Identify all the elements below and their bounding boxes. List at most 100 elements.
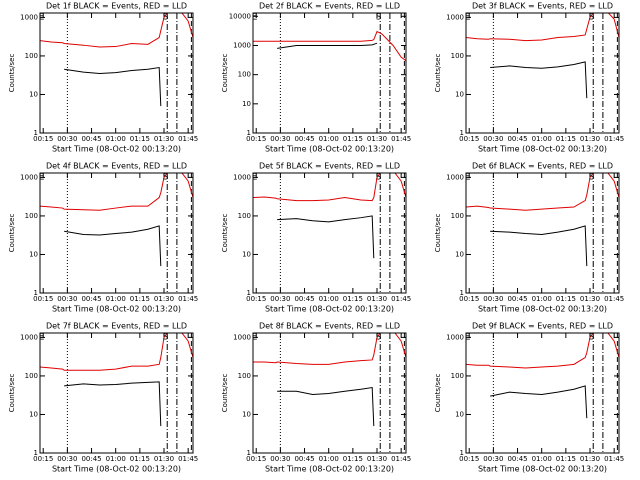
panel-title: Det 2f BLACK = Events, RED = LLD [259,2,400,11]
x-tick-label: 01:45 [178,455,198,463]
plot-frame [465,172,620,294]
data-line [466,173,619,211]
annotation: S [589,173,595,183]
annotation: E [39,333,45,343]
panel: Det 3f BLACK = Events, RED = LLD Start Ti… [434,2,624,154]
x-axis-label: Start Time (08-Oct-02 00:13:20) [52,305,181,314]
y-tick-label: 10 [242,100,251,108]
y-axis-label: Counts/sec [221,214,229,253]
y-tick-label: 10 [242,410,251,418]
y-axis-label: Counts/sec [8,214,16,253]
data-line [64,66,162,107]
y-axis-label: Counts/sec [221,54,229,93]
y-tick-label: 1000 [233,333,251,341]
data-line [277,42,378,49]
y-tick-label: 1 [247,449,251,457]
data-line [490,61,588,99]
y-tick-label: 1 [460,129,464,137]
panel-title: Det 9f BLACK = Events, RED = LLD [472,322,613,331]
annotation: S [376,333,382,343]
annotation: S [376,173,382,183]
plot-frame [465,12,620,134]
data-line [277,215,375,259]
panel: Det 5f BLACK = Events, RED = LLD Start Ti… [221,162,411,314]
annotation: E [252,173,258,183]
y-tick-label: 100 [238,71,251,79]
panel-title: Det 4f BLACK = Events, RED = LLD [46,162,187,171]
y-tick-label: 10 [455,410,464,418]
plot-frame [39,12,194,134]
plot-area [40,333,193,453]
x-tick-label: 01:15 [343,295,363,303]
x-tick-label: 00:30 [270,135,290,143]
annotation: E [465,333,471,343]
x-axis-label: Start Time (08-Oct-02 00:13:20) [265,465,394,474]
x-tick-label: 01:30 [154,295,174,303]
x-tick-label: 00:15 [33,135,53,143]
x-tick-label: 00:30 [57,135,77,143]
x-tick-label: 01:30 [154,135,174,143]
plot-area [466,333,619,453]
plot-area [466,173,619,293]
y-tick-label: 1000 [446,333,464,341]
x-tick-label: 01:30 [367,135,387,143]
x-axis-label: Start Time (08-Oct-02 00:13:20) [478,465,607,474]
annotation: E [465,173,471,183]
data-line [490,225,588,267]
plot-frame [252,332,407,454]
x-tick-label: 01:15 [130,135,150,143]
plot-frame [252,172,407,294]
x-tick-label: 00:15 [459,455,479,463]
x-tick-label: 01:30 [367,295,387,303]
x-tick-label: 00:30 [483,295,503,303]
x-tick-label: 00:45 [294,295,314,303]
x-tick-label: 01:45 [391,135,411,143]
x-tick-label: 01:00 [106,295,126,303]
panel: Det 1f BLACK = Events, RED = LLD Start Ti… [8,2,198,154]
x-tick-label: 01:15 [343,455,363,463]
y-tick-label: 100 [25,372,38,380]
x-tick-label: 00:30 [57,295,77,303]
x-tick-label: 00:15 [33,455,53,463]
annotation: S [589,333,595,343]
x-axis-label: Start Time (08-Oct-02 00:13:20) [52,465,181,474]
data-line [64,381,162,427]
y-tick-label: 10 [29,410,38,418]
annotation: S [163,333,169,343]
y-tick-label: 1 [34,289,38,297]
plot-frame [252,12,407,134]
panel: Det 6f BLACK = Events, RED = LLD Start Ti… [434,162,624,314]
annotation: S [376,13,382,23]
y-tick-label: 100 [25,52,38,60]
x-tick-label: 01:15 [556,295,576,303]
panel-title: Det 7f BLACK = Events, RED = LLD [46,322,187,331]
x-tick-label: 01:00 [106,455,126,463]
data-line [466,333,619,369]
panel: Det 2f BLACK = Events, RED = LLD Start Ti… [221,2,411,154]
annotation: S [163,13,169,23]
panel: Det 7f BLACK = Events, RED = LLD Start Ti… [8,322,198,474]
x-tick-label: 00:45 [294,455,314,463]
y-tick-label: 100 [451,52,464,60]
x-axis-label: Start Time (08-Oct-02 00:13:20) [52,145,181,154]
y-tick-label: 1000 [446,13,464,21]
y-tick-label: 1 [247,129,251,137]
y-axis-label: Counts/sec [434,374,442,413]
x-tick-label: 01:00 [532,295,552,303]
y-tick-label: 1 [34,129,38,137]
y-tick-label: 1 [460,449,464,457]
x-tick-label: 00:45 [294,135,314,143]
y-tick-label: 1 [34,449,38,457]
x-tick-label: 00:15 [459,135,479,143]
annotation: E [465,13,471,23]
x-tick-label: 00:30 [483,455,503,463]
x-tick-label: 01:00 [532,455,552,463]
x-tick-label: 00:45 [507,295,527,303]
x-tick-label: 00:15 [246,295,266,303]
plot-frame [39,172,194,294]
data-line [490,385,588,419]
data-line [40,333,193,371]
x-tick-label: 01:15 [556,455,576,463]
y-tick-label: 10 [455,90,464,98]
